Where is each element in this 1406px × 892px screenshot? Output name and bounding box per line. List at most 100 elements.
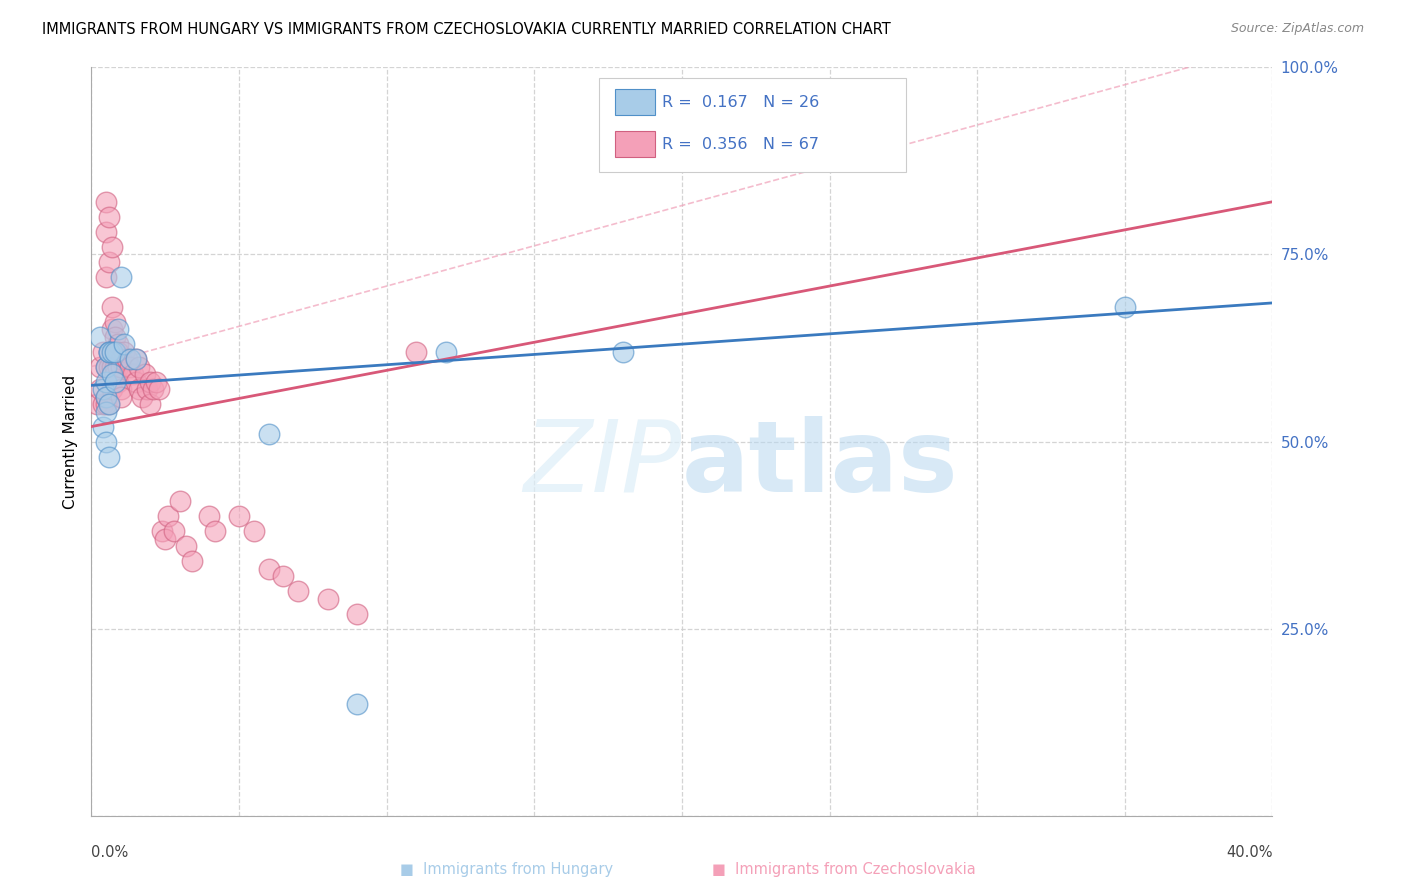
Point	[316, 591, 339, 606]
Point	[89, 359, 111, 374]
Point	[104, 344, 127, 359]
Text: ■  Immigrants from Hungary: ■ Immigrants from Hungary	[399, 863, 613, 877]
Point	[273, 569, 295, 583]
Point	[96, 359, 118, 374]
Point	[98, 397, 121, 411]
Text: IMMIGRANTS FROM HUNGARY VS IMMIGRANTS FROM CZECHOSLOVAKIA CURRENTLY MARRIED CORR: IMMIGRANTS FROM HUNGARY VS IMMIGRANTS FR…	[42, 22, 891, 37]
Point	[96, 269, 118, 284]
Point	[228, 509, 250, 524]
Point	[128, 359, 150, 374]
Point	[96, 225, 118, 239]
Point	[243, 524, 266, 539]
Point	[86, 397, 108, 411]
Point	[96, 375, 118, 389]
Point	[163, 524, 186, 539]
Point	[204, 524, 226, 539]
Point	[124, 352, 148, 367]
Point	[98, 397, 121, 411]
Point	[257, 427, 280, 442]
Point	[91, 419, 114, 434]
Point	[139, 397, 162, 411]
Point	[96, 359, 118, 374]
Text: ZIP: ZIP	[523, 416, 682, 513]
Point	[89, 329, 111, 343]
Point	[104, 344, 127, 359]
Point	[110, 269, 132, 284]
Y-axis label: Currently Married: Currently Married	[62, 375, 77, 508]
Point	[612, 344, 634, 359]
Point	[110, 382, 132, 396]
Point	[91, 382, 114, 396]
Point	[101, 322, 124, 336]
Point	[150, 524, 173, 539]
Point	[107, 375, 129, 389]
Point	[96, 404, 118, 418]
Point	[110, 359, 132, 374]
Point	[104, 329, 127, 343]
Point	[96, 390, 118, 404]
Point	[98, 344, 121, 359]
Point	[153, 532, 177, 546]
Text: R =  0.356   N = 67: R = 0.356 N = 67	[662, 136, 818, 152]
Point	[148, 382, 170, 396]
Point	[139, 375, 162, 389]
Point	[98, 450, 121, 464]
Point	[121, 367, 143, 381]
Text: atlas: atlas	[682, 416, 959, 513]
Point	[257, 562, 280, 576]
Point	[110, 390, 132, 404]
Point	[118, 359, 141, 374]
FancyBboxPatch shape	[614, 89, 655, 115]
Point	[346, 697, 368, 711]
Point	[107, 322, 129, 336]
Point	[91, 344, 114, 359]
Point	[145, 375, 167, 389]
Point	[115, 352, 138, 367]
Point	[157, 509, 180, 524]
Point	[142, 382, 165, 396]
Point	[1114, 300, 1136, 314]
Point	[104, 359, 127, 374]
Text: Source: ZipAtlas.com: Source: ZipAtlas.com	[1230, 22, 1364, 36]
Point	[98, 359, 121, 374]
Point	[96, 434, 118, 449]
Point	[180, 554, 202, 568]
Point	[98, 210, 121, 224]
Point	[346, 607, 368, 621]
Point	[107, 337, 129, 351]
Point	[101, 367, 124, 381]
Point	[112, 344, 135, 359]
Point	[124, 352, 148, 367]
FancyBboxPatch shape	[599, 78, 907, 172]
Text: 0.0%: 0.0%	[91, 845, 128, 860]
Point	[112, 337, 135, 351]
Point	[405, 344, 427, 359]
Text: 40.0%: 40.0%	[1226, 845, 1272, 860]
Point	[101, 382, 124, 396]
Point	[98, 254, 121, 268]
Point	[434, 344, 457, 359]
Point	[169, 494, 191, 508]
Point	[198, 509, 221, 524]
Point	[110, 352, 132, 367]
FancyBboxPatch shape	[614, 131, 655, 157]
Point	[136, 382, 159, 396]
Point	[101, 240, 124, 254]
Point	[91, 397, 114, 411]
Point	[134, 367, 156, 381]
Text: R =  0.167   N = 26: R = 0.167 N = 26	[662, 95, 820, 110]
Point	[96, 194, 118, 209]
Point	[101, 300, 124, 314]
Point	[107, 359, 129, 374]
Point	[128, 382, 150, 396]
Point	[96, 397, 118, 411]
Point	[174, 540, 197, 554]
Point	[96, 390, 118, 404]
Point	[89, 382, 111, 396]
Point	[101, 359, 124, 374]
Point	[104, 315, 127, 329]
Point	[118, 352, 141, 367]
Point	[104, 375, 127, 389]
Text: ■  Immigrants from Czechoslovakia: ■ Immigrants from Czechoslovakia	[711, 863, 976, 877]
Point	[101, 344, 124, 359]
